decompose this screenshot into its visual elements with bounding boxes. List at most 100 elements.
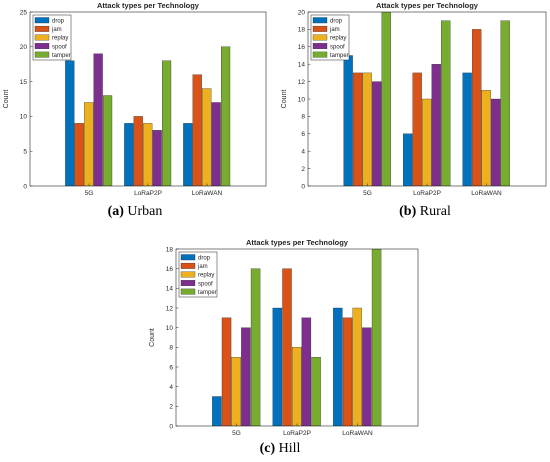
chart-1-ylabel: Count: [281, 90, 288, 109]
chart-1-legend-swatch-tamper: [312, 51, 328, 58]
chart-1-ytick-label: 6: [301, 131, 305, 138]
chart-2-bars: [212, 249, 382, 426]
chart-urban: Attack types per Technology 5G LoRaP2P LoRa…: [3, 1, 267, 197]
chart-0-bar-tamper-5G: [103, 95, 113, 186]
chart-1-xtick-label: LoRaWAN: [471, 190, 502, 197]
chart-2-legend-swatch-drop: [180, 254, 196, 261]
chart-1-bar-spoof-5G: [372, 81, 382, 186]
chart-2-ytick-label: 0: [169, 423, 173, 430]
chart-2-xtick-label: 5G: [232, 430, 241, 437]
chart-0-bar-drop-5G: [65, 60, 75, 186]
chart-rural: Attack types per Technology 5G LoRaP2P LoRa…: [281, 1, 547, 197]
caption-urban-label: (a): [107, 204, 124, 219]
chart-1-bar-replay-LoRaWAN: [481, 90, 491, 186]
chart-1-bar-drop-LoRaP2P: [403, 133, 413, 186]
chart-0-axes-box: [29, 11, 267, 187]
chart-2-legend-swatch-tamper: [180, 288, 196, 295]
chart-1-bars: [343, 12, 510, 186]
chart-1-bar-jam-LoRaWAN: [472, 29, 482, 186]
chart-0-legend-label-tamper: tamper: [52, 53, 71, 59]
chart-1-bar-tamper-LoRaWAN: [500, 20, 510, 186]
chart-2-ytick-label: 8: [169, 345, 173, 352]
chart-2-ytick-label: 4: [169, 384, 173, 391]
chart-0-ytick-label: 10: [20, 114, 28, 121]
chart-2-ytick-label: 2: [169, 404, 173, 411]
chart-0-legend-label-drop: drop: [52, 19, 65, 25]
chart-2-ytick-label: 14: [166, 286, 174, 293]
chart-0-legend-label-spoof: spoof: [52, 44, 67, 50]
chart-2-bar-spoof-5G: [241, 327, 251, 426]
chart-2-legend-swatch-spoof: [180, 280, 196, 286]
chart-2-legend-label-jam: jam: [197, 264, 208, 270]
chart-2-legend-label-replay: replay: [198, 273, 214, 279]
chart-2-xtick-label: LoRaP2P: [283, 430, 311, 437]
chart-0-ytick-label: 5: [23, 149, 27, 156]
chart-2-bar-spoof-LoRaP2P: [301, 317, 312, 426]
chart-2-ytick-label: 6: [169, 364, 173, 371]
chart-0-bar-jam-5G: [74, 123, 84, 186]
chart-2-bar-jam-LoRaWAN: [342, 317, 353, 426]
chart-2-ytick-label: 12: [166, 305, 174, 312]
chart-2-bar-jam-LoRaP2P: [282, 268, 292, 426]
chart-2-bar-tamper-5G: [250, 268, 261, 426]
chart-0-bar-jam-LoRaWAN: [192, 74, 202, 186]
chart-2-ylabel: Count: [149, 328, 156, 347]
chart-1-ytick-label: 18: [298, 27, 306, 34]
caption-hill: (c) Hill: [180, 441, 380, 457]
chart-2-bar-tamper-LoRaWAN: [371, 249, 382, 426]
chart-2-ytick-label: 16: [166, 266, 174, 273]
caption-urban: (a) Urban: [35, 204, 235, 220]
chart-1-legend-swatch-spoof: [312, 43, 328, 49]
chart-1-bar-drop-LoRaWAN: [462, 72, 472, 186]
chart-1-ytick-label: 14: [298, 62, 306, 69]
chart-0-legend-label-jam: jam: [51, 27, 62, 33]
chart-0-legend-swatch-drop: [34, 17, 50, 24]
chart-hill: Attack types per Technology 5G LoRaP2P LoRa…: [149, 238, 419, 437]
chart-0-bar-replay-LoRaWAN: [202, 88, 212, 186]
chart-1-xtick-label: 5G: [363, 190, 372, 197]
chart-0-legend-label-replay: replay: [52, 36, 68, 42]
chart-1-ytick-label: 8: [301, 114, 305, 121]
chart-0-bar-jam-LoRaP2P: [133, 116, 143, 186]
chart-1-legend-swatch-jam: [312, 25, 328, 32]
chart-0-legend-swatch-spoof: [34, 43, 50, 49]
caption-urban-text: Urban: [127, 204, 163, 219]
chart-0-ytick-label: 0: [23, 183, 27, 190]
chart-1-title: Attack types per Technology: [376, 1, 479, 10]
chart-1-bar-jam-LoRaP2P: [412, 72, 422, 186]
chart-2-axes-box: [175, 248, 419, 427]
caption-rural-label: (b): [399, 204, 417, 219]
chart-0-bar-tamper-LoRaP2P: [162, 60, 172, 186]
chart-1-ytick-label: 20: [298, 9, 306, 16]
chart-2-bar-drop-LoRaWAN: [333, 307, 343, 426]
chart-0-bar-replay-5G: [84, 102, 94, 186]
chart-2-legend-label-spoof: spoof: [198, 281, 213, 287]
chart-1-ytick-label: 4: [301, 149, 305, 156]
chart-1-xtick-label: LoRaP2P: [413, 190, 441, 197]
chart-1-bar-jam-5G: [353, 72, 363, 186]
chart-1-legend-swatch-replay: [312, 34, 328, 41]
chart-0-ytick-label: 20: [20, 44, 28, 51]
chart-0-xtick-label: LoRaWAN: [192, 190, 223, 197]
chart-0-bar-spoof-LoRaWAN: [211, 102, 221, 186]
chart-2-bar-drop-LoRaP2P: [272, 307, 283, 426]
chart-0-bar-drop-LoRaWAN: [183, 123, 193, 186]
chart-0-bar-spoof-5G: [93, 53, 103, 186]
chart-1-legend-swatch-drop: [312, 17, 328, 24]
caption-hill-text: Hill: [278, 441, 301, 456]
chart-2-legend-swatch-replay: [180, 271, 196, 278]
chart-0-bars: [65, 46, 231, 186]
chart-1-bar-tamper-LoRaP2P: [441, 20, 451, 186]
chart-1-bar-drop-5G: [343, 55, 353, 186]
chart-2-bar-spoof-LoRaWAN: [362, 327, 372, 426]
chart-2-title: Attack types per Technology: [246, 238, 349, 247]
chart-0-bar-replay-LoRaP2P: [143, 123, 153, 186]
chart-2-bar-drop-5G: [212, 396, 222, 426]
chart-1-ytick-label: 12: [298, 79, 306, 86]
caption-rural-text: Rural: [419, 204, 451, 219]
chart-1-bar-spoof-LoRaWAN: [491, 98, 501, 186]
chart-0-xtick-label: LoRaP2P: [134, 190, 162, 197]
chart-2-legend-swatch-jam: [180, 262, 196, 269]
chart-1-ytick-label: 2: [301, 166, 305, 173]
chart-0-xtick-label: 5G: [85, 190, 94, 197]
